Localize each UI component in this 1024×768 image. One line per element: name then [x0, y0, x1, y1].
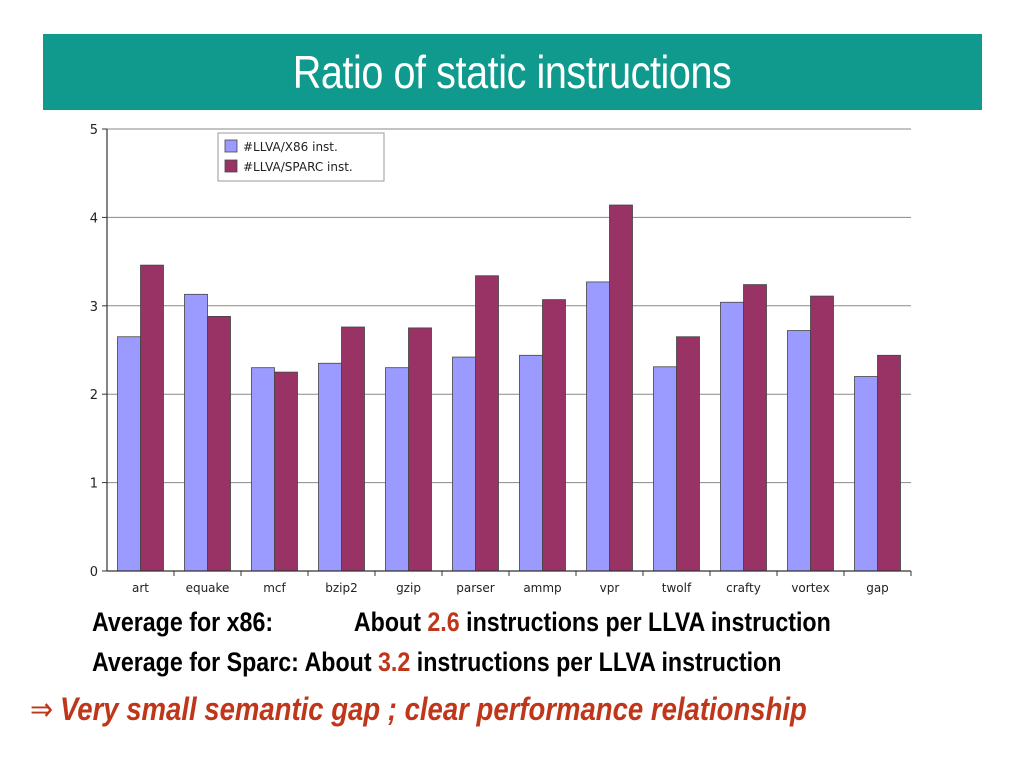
category-label-crafty: crafty: [726, 581, 761, 595]
y-tick-label: 1: [90, 477, 98, 492]
conclusion-text: Very small semantic gap ; clear performa…: [59, 691, 807, 727]
bar-x86-twolf: [653, 366, 677, 572]
summary-sparc-prefix: About: [304, 647, 372, 677]
summary-x86-value: 2.6: [427, 607, 460, 637]
summary-x86-prefix: About: [353, 607, 421, 637]
summary-x86-label: Average for x86:: [92, 607, 274, 637]
bar-sparc-vpr: [609, 204, 633, 572]
summary-sparc: Average for Sparc: About 3.2 instruction…: [92, 647, 781, 678]
category-label-ammp: ammp: [523, 581, 561, 595]
bars: [117, 204, 901, 572]
bar-sparc-vortex: [810, 295, 834, 572]
category-label-parser: parser: [456, 581, 495, 595]
bar-sparc-equake: [207, 316, 231, 572]
bar-sparc-art: [140, 264, 164, 572]
category-label-twolf: twolf: [662, 581, 692, 595]
bar-x86-art: [117, 336, 141, 572]
category-label-mcf: mcf: [263, 581, 286, 595]
y-axis-ticks: 0 1 2 3 4 5: [90, 123, 107, 580]
y-tick-label: 0: [90, 565, 98, 580]
bar-x86-ammp: [519, 354, 543, 572]
category-label-art: art: [132, 581, 149, 595]
category-label-gzip: gzip: [396, 581, 421, 595]
summary-sparc-label: Average for Sparc:: [92, 647, 299, 677]
legend: #LLVA/X86 inst. #LLVA/SPARC inst.: [217, 132, 385, 182]
implies-arrow-icon: ⇒: [30, 690, 54, 728]
summary-sparc-suffix: instructions per LLVA instruction: [416, 647, 782, 677]
legend-swatch: [224, 139, 238, 153]
category-label-gap: gap: [866, 581, 889, 595]
y-tick-label: 5: [90, 123, 98, 138]
legend-swatch: [224, 159, 238, 173]
legend-label: #LLVA/SPARC inst.: [243, 160, 353, 174]
slide-title: Ratio of static instructions: [293, 46, 732, 98]
bar-x86-gzip: [385, 367, 409, 572]
bar-sparc-crafty: [743, 284, 767, 572]
category-labels: art equake mcf bzip2 gzip parser ammp vpr twolf c…: [132, 581, 889, 595]
bar-sparc-ammp: [542, 299, 566, 572]
title-bar: Ratio of static instructions: [43, 34, 982, 110]
y-tick-label: 4: [90, 211, 98, 226]
axes: [106, 129, 912, 576]
y-tick-label: 3: [90, 300, 98, 315]
category-label-vortex: vortex: [791, 581, 829, 595]
summary-sparc-value: 3.2: [378, 647, 411, 677]
bar-sparc-gap: [877, 354, 901, 572]
summary-x86: Average for x86: About 2.6 instructions …: [92, 607, 831, 638]
category-label-vpr: vpr: [600, 581, 620, 595]
bar-sparc-bzip2: [341, 326, 365, 572]
legend-box: [217, 132, 385, 182]
bar-x86-vpr: [586, 281, 610, 572]
legend-label: #LLVA/X86 inst.: [243, 140, 338, 154]
conclusion: ⇒ Very small semantic gap ; clear perform…: [30, 690, 807, 728]
bar-x86-equake: [184, 293, 208, 572]
bar-x86-mcf: [251, 367, 275, 572]
bar-sparc-gzip: [408, 327, 432, 572]
category-label-bzip2: bzip2: [325, 581, 358, 595]
bar-x86-bzip2: [318, 362, 342, 572]
bar-x86-parser: [452, 356, 476, 572]
grid-lines: [107, 128, 911, 484]
y-tick-label: 2: [90, 388, 98, 403]
bar-x86-gap: [854, 376, 878, 572]
bar-sparc-parser: [475, 275, 499, 572]
category-label-equake: equake: [186, 581, 230, 595]
bar-x86-crafty: [720, 301, 744, 572]
bar-chart: 0 1 2 3 4 5 art equake mcf bzip2 gzip parser ammp vp…: [90, 123, 912, 595]
bar-x86-vortex: [787, 330, 811, 572]
bar-sparc-twolf: [676, 336, 700, 572]
summary-x86-suffix: instructions per LLVA instruction: [466, 607, 831, 637]
bar-sparc-mcf: [274, 371, 298, 572]
